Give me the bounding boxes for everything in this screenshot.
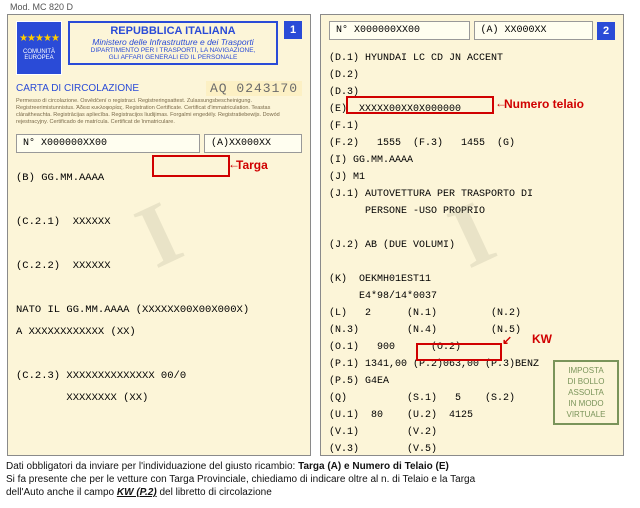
department-line: DIPARTIMENTO PER I TRASPORTI, LA NAVIGAZ… xyxy=(72,47,274,61)
model-label: Mod. MC 820 D xyxy=(10,2,73,12)
arrow-telaio-icon: ← xyxy=(495,96,507,110)
serial-number: AQ 0243170 xyxy=(206,81,302,96)
page-number-1: 1 xyxy=(284,21,302,39)
box-targa-r: (A) XX000XX xyxy=(474,21,593,40)
highlight-kw xyxy=(416,343,502,361)
box-numero: N° X000000XX00 xyxy=(16,134,200,153)
carta-label: CARTA DI CIRCOLAZIONE xyxy=(16,83,139,94)
eu-text: COMUNITÀ EUROPEA xyxy=(17,49,61,61)
box-numero-r: N° X000000XX00 xyxy=(329,21,470,40)
highlight-telaio xyxy=(346,96,494,114)
caption-l3b: KW (P.2) xyxy=(117,487,157,498)
document-root: Mod. MC 820 D I ★★★★★ COMUNITÀ EUROPEA R… xyxy=(0,0,640,508)
ministry-line: Ministero delle Infrastrutture e dei Tra… xyxy=(72,37,274,47)
label-telaio: Numero telaio xyxy=(504,97,584,111)
box-targa: (A)XX000XX xyxy=(204,134,302,153)
caption-l2: Si fa presente che per le vetture con Ta… xyxy=(6,474,475,485)
arrow-kw-icon: ↙ xyxy=(502,333,512,347)
arrow-targa-icon: ← xyxy=(228,157,240,171)
label-targa: Targa xyxy=(236,158,268,172)
label-kw: KW xyxy=(532,332,552,346)
caption-l3c: del libretto di circolazione xyxy=(157,487,272,498)
caption-l1b: Targa (A) e Numero di Telaio (E) xyxy=(298,461,449,472)
caption-l3a: dell'Auto anche il campo xyxy=(6,487,117,498)
republic-line: REPUBBLICA ITALIANA xyxy=(72,25,274,37)
fine-print: Permesso di circolazione. Osvědčení o re… xyxy=(16,98,302,126)
caption-l1a: Dati obbligatori da inviare per l'indivi… xyxy=(6,461,298,472)
bollo-stamp: IMPOSTA DI BOLLO ASSOLTA IN MODO VIRTUAL… xyxy=(553,360,619,425)
header-center: REPUBBLICA ITALIANA Ministero delle Infr… xyxy=(68,21,278,65)
highlight-targa xyxy=(152,155,230,177)
eu-flag: ★★★★★ COMUNITÀ EUROPEA xyxy=(16,21,62,75)
card-back: I N° X000000XX00 (A) XX000XX 2 (D.1) HYU… xyxy=(320,14,624,456)
card-front: I ★★★★★ COMUNITÀ EUROPEA REPUBBLICA ITAL… xyxy=(7,14,311,456)
front-body: (B) GG.MM.AAAA (C.2.1) XXXXXX (C.2.2) XX… xyxy=(16,167,302,409)
page-number-2: 2 xyxy=(597,22,615,40)
caption: Dati obbligatori da inviare per l'indivi… xyxy=(6,460,634,499)
eu-stars-icon: ★★★★★ xyxy=(19,35,59,43)
